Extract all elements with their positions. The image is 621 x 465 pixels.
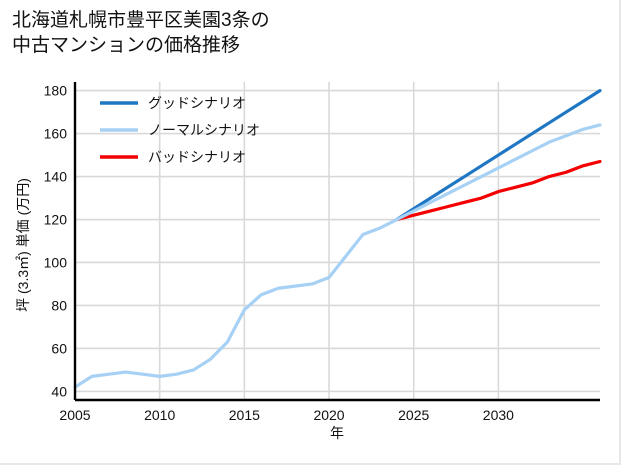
legend-label: ノーマルシナリオ xyxy=(148,122,260,138)
legend-label: グッドシナリオ xyxy=(148,95,246,111)
x-tick-label: 2010 xyxy=(144,407,175,423)
x-tick-label: 2015 xyxy=(229,407,260,423)
x-tick-label: 2025 xyxy=(398,407,429,423)
y-tick-label: 60 xyxy=(51,340,67,356)
y-axis-label: 坪 (3.3㎡) 単価 (万円) xyxy=(15,178,31,312)
legend-label: バッドシナリオ xyxy=(148,149,246,165)
axis-tick-labels: 40 60 80 100 120 140 160 180 2005 2010 2015 2020 202… xyxy=(44,83,515,423)
x-axis-label: 年 xyxy=(330,425,344,441)
data-series-group xyxy=(73,88,602,389)
x-tick-label: 2020 xyxy=(313,407,344,423)
x-tick-label: 2030 xyxy=(483,407,514,423)
y-tick-label: 40 xyxy=(51,383,67,399)
y-tick-label: 80 xyxy=(51,297,67,313)
y-tick-label: 100 xyxy=(44,254,68,270)
gridlines xyxy=(74,82,600,400)
y-tick-label: 140 xyxy=(44,169,68,185)
y-tick-label: 180 xyxy=(44,83,68,99)
y-tick-label: 120 xyxy=(44,212,68,228)
chart-title: 北海道札幌市豊平区美園3条の 中古マンションの価格推移 xyxy=(12,10,270,56)
axes-group xyxy=(73,82,600,402)
x-tick-label: 2005 xyxy=(59,407,90,423)
y-tick-label: 160 xyxy=(44,126,68,142)
